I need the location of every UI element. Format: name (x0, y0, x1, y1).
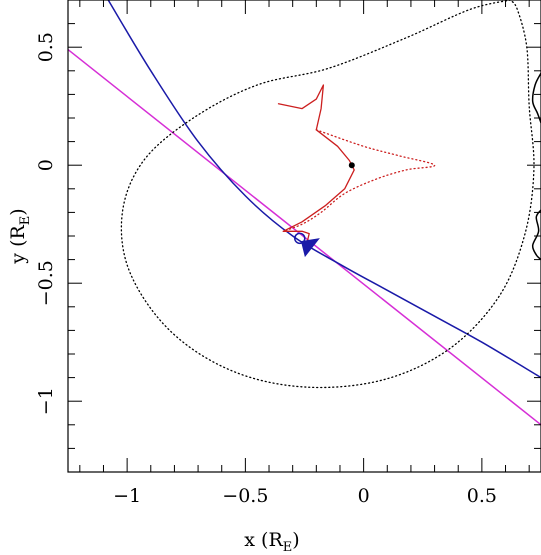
y-axis-label: y (RE) (7, 208, 33, 264)
trajectory-arrow-marker (300, 238, 320, 258)
series-solid-curve-4 (531, 209, 541, 261)
source-dot-marker (348, 162, 355, 169)
x-axis-label-close: ) (292, 529, 299, 551)
series-caustic-solid-5 (277, 84, 355, 244)
y-tick-label: 0.5 (35, 32, 57, 62)
x-axis-label: x (RE) (244, 529, 299, 555)
x-tick-label: 0.5 (467, 485, 497, 507)
y-axis-label-sub: E (18, 216, 33, 226)
series-caustic-dotted-6 (282, 129, 436, 232)
open-circle-marker (294, 232, 306, 245)
x-axis-label-sub: E (283, 540, 293, 555)
y-tick-label: 0 (35, 159, 57, 171)
x-tick-label: 0 (358, 485, 370, 507)
y-tick-label: −0.5 (35, 260, 57, 306)
y-tick-label: −1 (35, 387, 57, 415)
x-axis-label-main: x (R (244, 529, 283, 551)
x-tick-label: −0.5 (222, 485, 268, 507)
series-solid-curve-3 (531, 72, 541, 124)
plot-layer (68, 0, 541, 426)
y-axis-label-main: y (R (7, 225, 29, 265)
series-dotted-closed-curve-2 (120, 0, 535, 389)
series-curved-line-1 (107, 0, 541, 379)
plot-area (68, 0, 541, 426)
ticks-layer: −1 −0.5 0 0.5 0.5 0 −0.5 −1 (35, 0, 541, 507)
y-axis-label-close: ) (7, 208, 29, 215)
x-tick-label: −1 (113, 485, 141, 507)
